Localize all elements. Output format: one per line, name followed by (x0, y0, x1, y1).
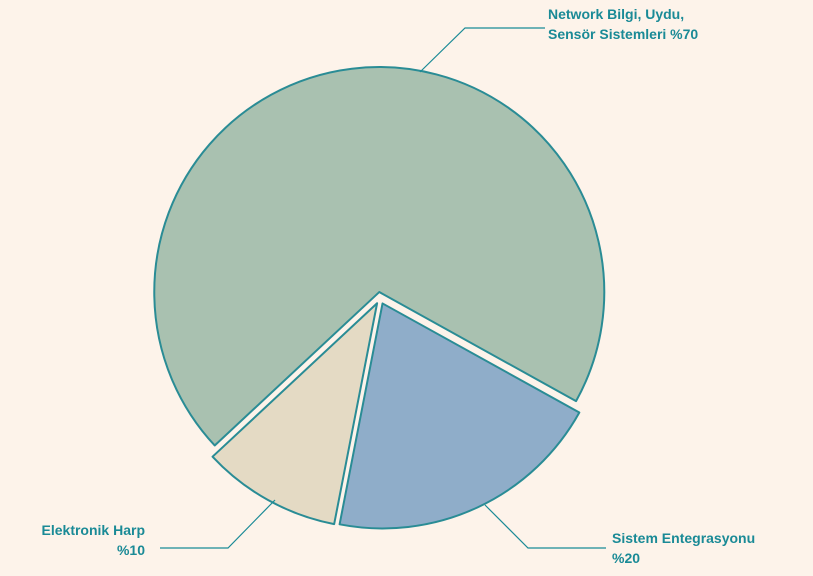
slice-label: Elektronik Harp %10 (42, 520, 145, 560)
pie-slice (211, 302, 379, 526)
value-label: %70 (670, 26, 699, 42)
category-label: Elektronik Harp (41, 522, 145, 538)
category-label: Sistem Entegrasyonu (612, 530, 756, 546)
pie-slice (338, 302, 581, 530)
leader-line (484, 504, 606, 549)
value-label: %20 (612, 550, 641, 566)
slice-label: Sistem Entegrasyonu %20 (612, 528, 755, 568)
slice-label: Network Bilgi, Uydu, Sensör Sistemleri %… (548, 4, 726, 44)
pie-slice (153, 66, 606, 447)
value-label: %10 (116, 542, 145, 558)
category-label: Network Bilgi, Uydu, Sensör Sistemleri (548, 6, 685, 42)
leader-line (160, 499, 276, 549)
leader-lines (160, 27, 606, 549)
leader-line (419, 27, 545, 73)
